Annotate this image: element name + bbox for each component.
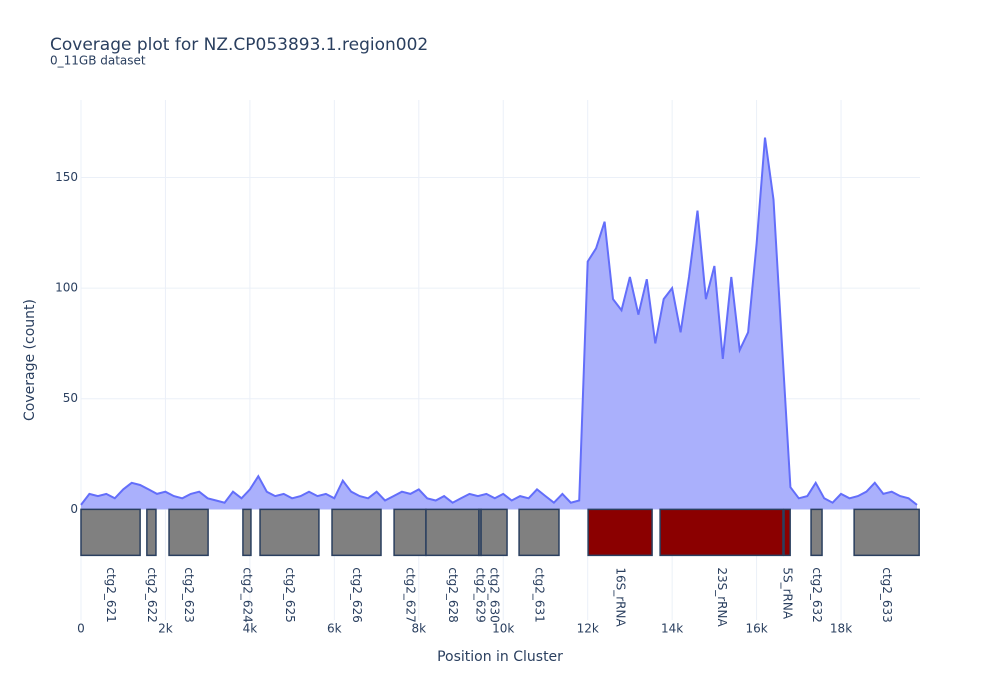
gene-box [810,508,823,557]
x-tick-label: 2k [158,622,173,636]
coverage-area [81,137,918,510]
gene-label: ctg2_622 [145,567,159,622]
gene-box [168,508,209,557]
x-tick-label: 10k [492,622,514,636]
gene-label: 23S_rRNA [715,567,729,627]
gene-label: ctg2_627 [404,567,418,622]
y-tick-label: 100 [55,281,78,295]
gene-label: ctg2_625 [283,567,297,622]
y-axis-title: Coverage (count) [22,299,38,421]
gene-label: ctg2_632 [810,567,824,622]
chart-subtitle: 0_11GB dataset [50,54,146,68]
gene-box [331,508,382,557]
coverage-line [80,137,918,506]
x-tick-label: 12k [577,622,599,636]
gene-label: ctg2_621 [104,567,118,622]
gene-box [853,508,920,557]
gene-box [425,508,480,557]
x-tick-label: 6k [327,622,342,636]
gene-label: ctg2_630 [488,567,502,622]
x-tick-label: 8k [411,622,426,636]
chart-title: Coverage plot for NZ.CP053893.1.region00… [50,35,428,55]
gene-label: 5S_rRNA [781,567,795,620]
gene-label: ctg2_624 [240,567,254,622]
x-tick-label: 14k [661,622,683,636]
gene-box [393,508,427,557]
gene-box [659,508,784,557]
gene-box [80,508,141,557]
gene-label: ctg2_629 [474,567,488,622]
gene-label: ctg2_628 [446,567,460,622]
gene-box [259,508,320,557]
gene-label: ctg2_623 [182,567,196,622]
gene-box [480,508,508,557]
gene-label: ctg2_626 [350,567,364,622]
x-tick-label: 18k [830,622,852,636]
gene-box [518,508,560,557]
y-tick-label: 150 [55,170,78,184]
x-tick-label: 0 [77,622,85,636]
gene-box [587,508,653,557]
gene-label: ctg2_633 [880,567,894,622]
y-tick-label: 0 [70,502,78,516]
x-axis-title: Position in Cluster [437,649,563,665]
gene-box [783,508,791,557]
gene-box [146,508,157,557]
gene-box [242,508,252,557]
gene-label: 16S_rRNA [614,567,628,627]
gene-label: ctg2_631 [533,567,547,622]
y-tick-label: 50 [63,391,78,405]
x-tick-label: 16k [745,622,767,636]
x-tick-label: 4k [243,622,258,636]
